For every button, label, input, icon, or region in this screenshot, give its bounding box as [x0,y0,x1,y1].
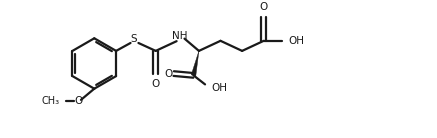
Text: OH: OH [288,36,305,46]
Text: CH₃: CH₃ [42,96,60,106]
Text: O: O [152,79,160,89]
Text: O: O [74,96,82,106]
Text: OH: OH [212,83,228,93]
Text: S: S [131,34,137,44]
Polygon shape [191,51,199,76]
Text: O: O [260,2,268,12]
Text: NH: NH [172,31,187,41]
Text: O: O [165,69,173,79]
